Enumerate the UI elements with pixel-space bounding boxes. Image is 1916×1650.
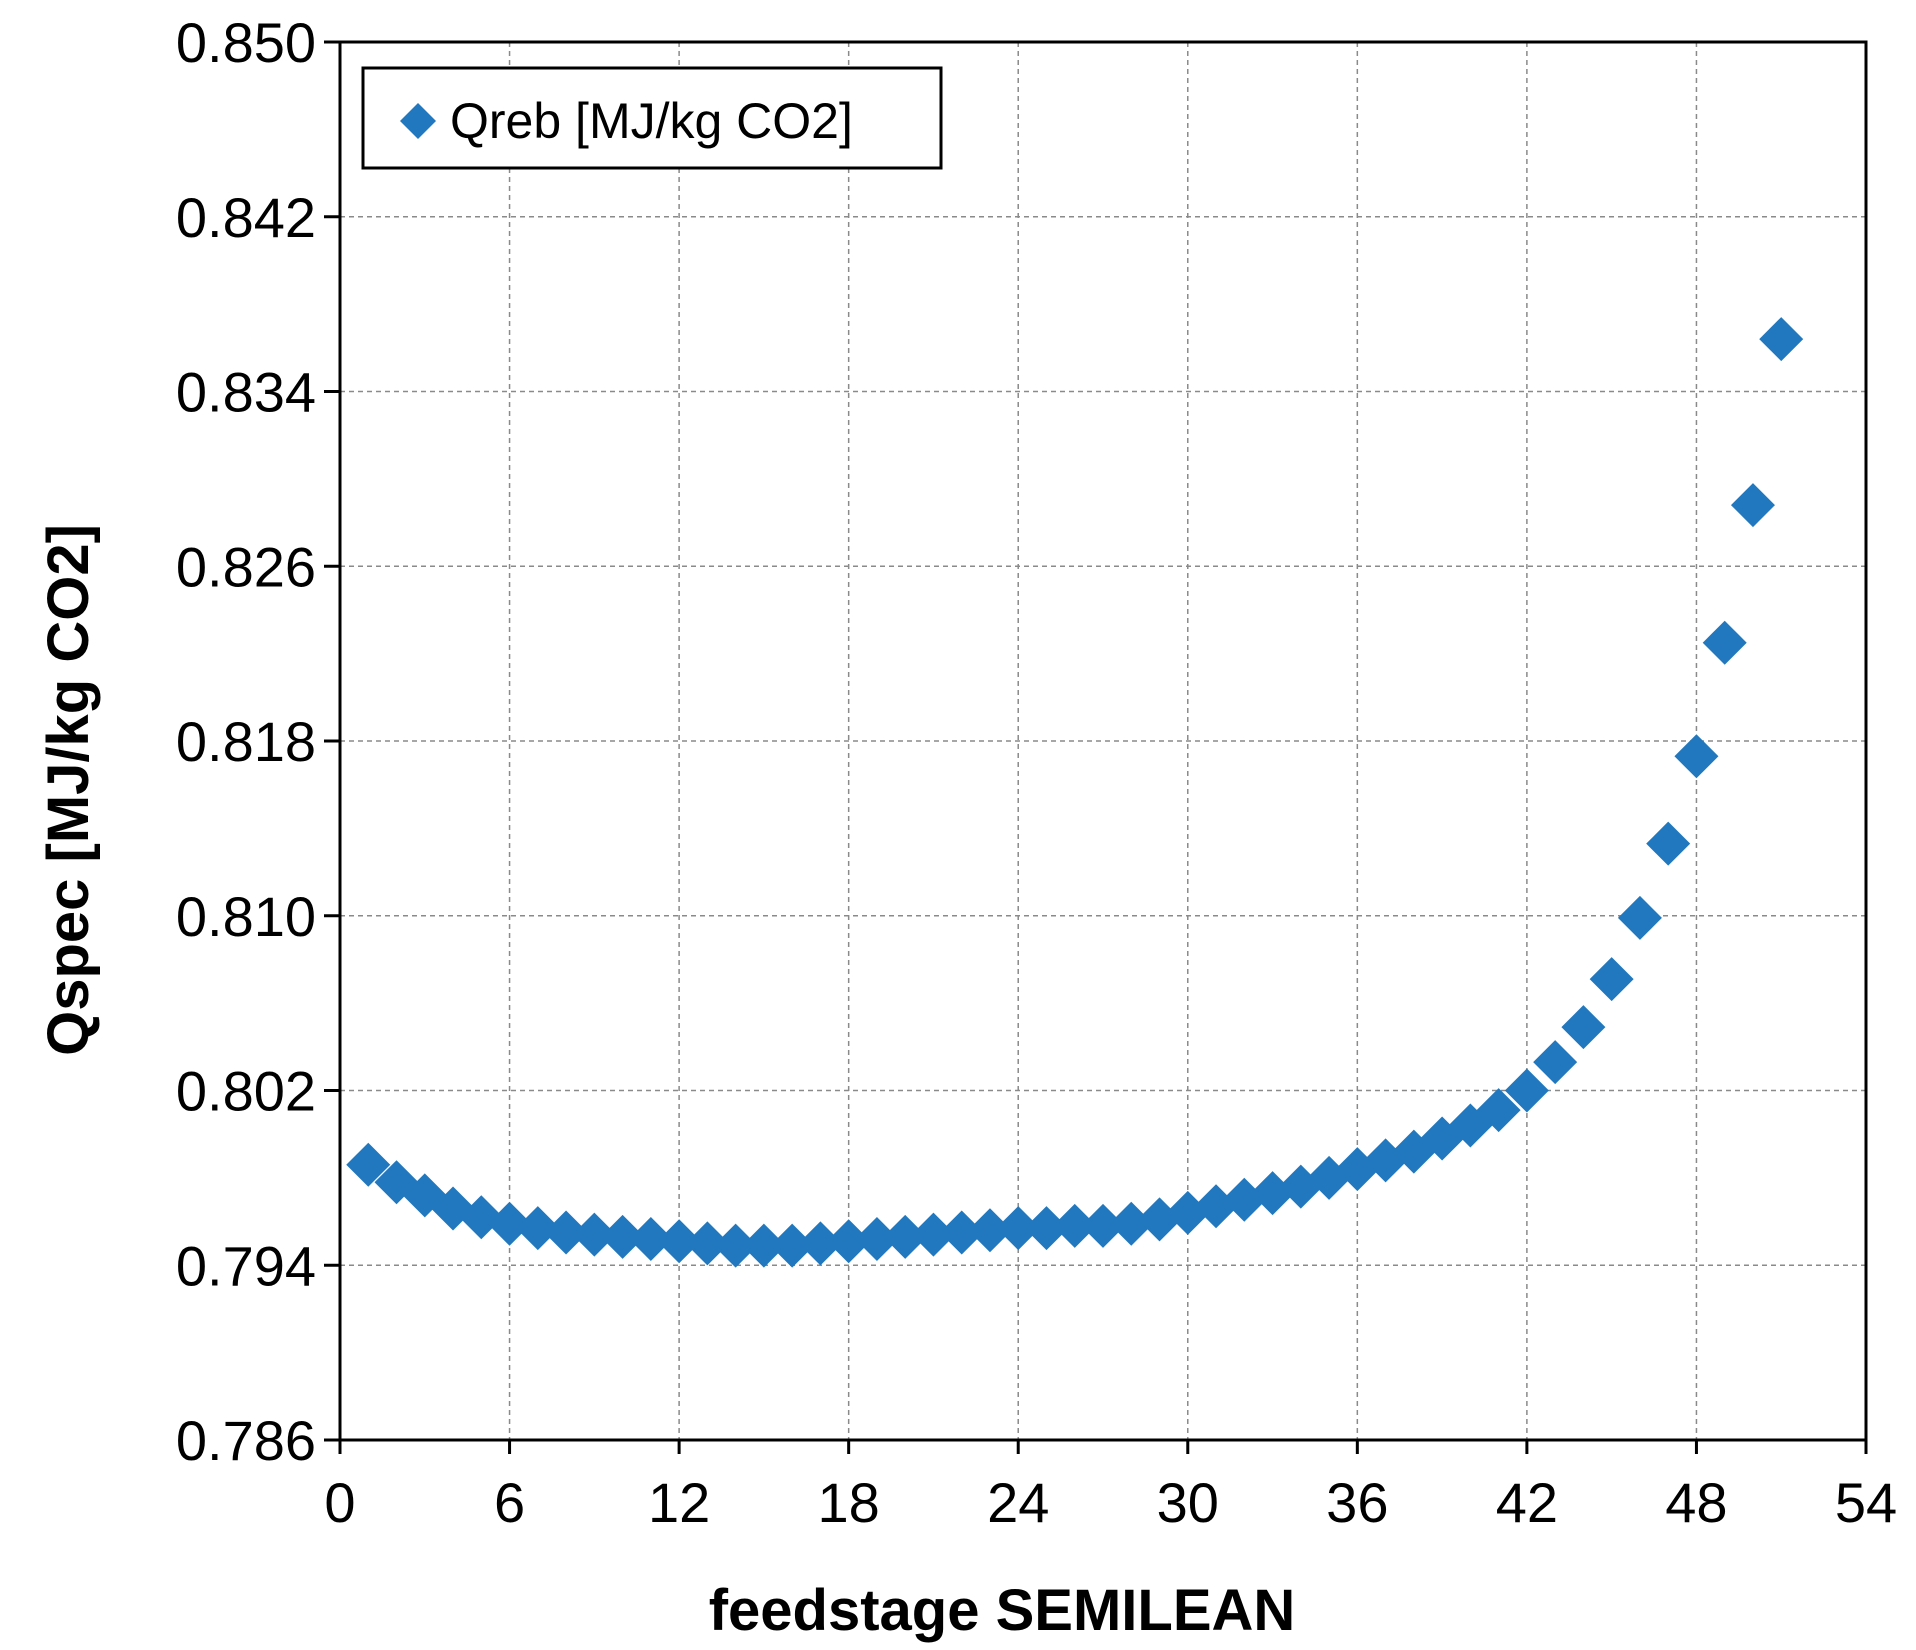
data-point [1024,1206,1069,1251]
x-tick-label: 48 [1665,1471,1727,1534]
y-tick-label: 0.794 [176,1234,316,1297]
data-point [657,1219,702,1264]
data-point [1052,1203,1097,1248]
data-point [544,1210,589,1255]
data-point [1561,1005,1606,1050]
data-point [1109,1201,1154,1246]
x-tick-label: 12 [648,1471,710,1534]
data-point [996,1206,1041,1251]
x-tick-label: 30 [1157,1471,1219,1534]
legend: Qreb [MJ/kg CO2] [361,66,943,170]
data-point [1702,620,1747,665]
x-tick-label: 18 [818,1471,880,1534]
data-point [883,1214,928,1259]
y-tick-label: 0.802 [176,1060,316,1123]
data-point [770,1223,815,1268]
data-point [1730,483,1775,528]
data-point [967,1208,1012,1253]
data-point [1081,1203,1125,1248]
y-tick-label: 0.850 [176,11,316,74]
legend-label: Qreb [MJ/kg CO2] [450,93,853,149]
y-tick-label: 0.810 [176,885,316,948]
series-qreb [346,317,1804,1268]
legend-box [361,66,943,170]
data-point [1674,734,1719,779]
y-tick-label: 0.786 [176,1409,316,1472]
data-point [600,1214,645,1259]
x-tick-label: 24 [987,1471,1049,1534]
data-point [1476,1088,1521,1133]
data-point [1617,895,1662,940]
data-point [1533,1040,1578,1085]
data-point [346,1142,391,1187]
y-tick-label: 0.826 [176,535,316,598]
data-point [854,1217,899,1262]
x-axis-title: feedstage SEMILEAN [709,1578,1296,1643]
data-point [1759,317,1804,362]
data-point [515,1206,560,1251]
data-point [1589,957,1634,1002]
y-tick-label: 0.818 [176,710,316,773]
data-point [628,1217,673,1262]
data-point [939,1210,984,1255]
data-point [487,1201,532,1246]
data-point [1504,1068,1549,1113]
x-tick-label: 36 [1326,1471,1388,1534]
y-tick-label: 0.834 [176,361,316,424]
x-tick-label: 6 [494,1471,525,1534]
y-axis-title: Qspec [MJ/kg CO2] [36,524,101,1056]
data-point [911,1212,956,1257]
data-point [826,1219,871,1264]
data-point [798,1221,843,1266]
data-point [741,1223,786,1268]
x-axis-tick-labels: 0 6 12 18 24 30 36 42 48 54 [324,1471,1897,1534]
axis-ticks [324,40,1868,1454]
data-point [572,1212,617,1257]
data-point [685,1221,730,1266]
x-tick-label: 42 [1496,1471,1558,1534]
x-tick-label: 0 [324,1471,355,1534]
y-axis-tick-labels: 0.786 0.794 0.802 0.810 0.818 0.826 0.834 0.842… [176,11,316,1472]
data-point [1646,821,1691,866]
x-tick-label: 54 [1835,1471,1897,1534]
data-point [713,1223,758,1268]
y-tick-label: 0.842 [176,186,316,249]
legend-marker-diamond-icon [400,103,436,139]
